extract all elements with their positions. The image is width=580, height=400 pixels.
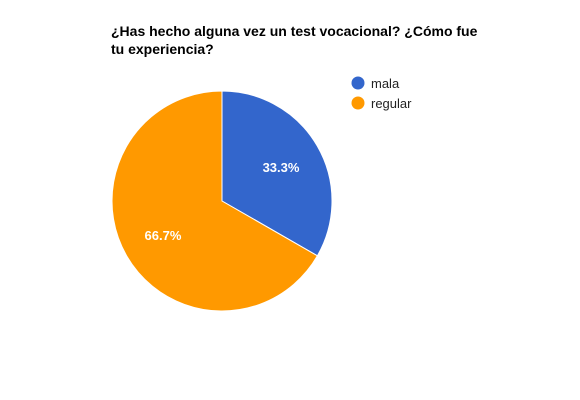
legend-label-regular: regular bbox=[371, 96, 412, 111]
legend-swatch-mala bbox=[352, 77, 365, 90]
legend-swatch-regular bbox=[352, 97, 365, 110]
slice-label-regular: 66.7% bbox=[145, 228, 182, 243]
slice-label-mala: 33.3% bbox=[263, 160, 300, 175]
legend: mala regular bbox=[352, 76, 413, 111]
legend-label-mala: mala bbox=[371, 76, 400, 91]
pie-slices bbox=[112, 91, 332, 311]
legend-item-regular[interactable]: regular bbox=[352, 96, 413, 111]
legend-item-mala[interactable]: mala bbox=[352, 76, 400, 91]
